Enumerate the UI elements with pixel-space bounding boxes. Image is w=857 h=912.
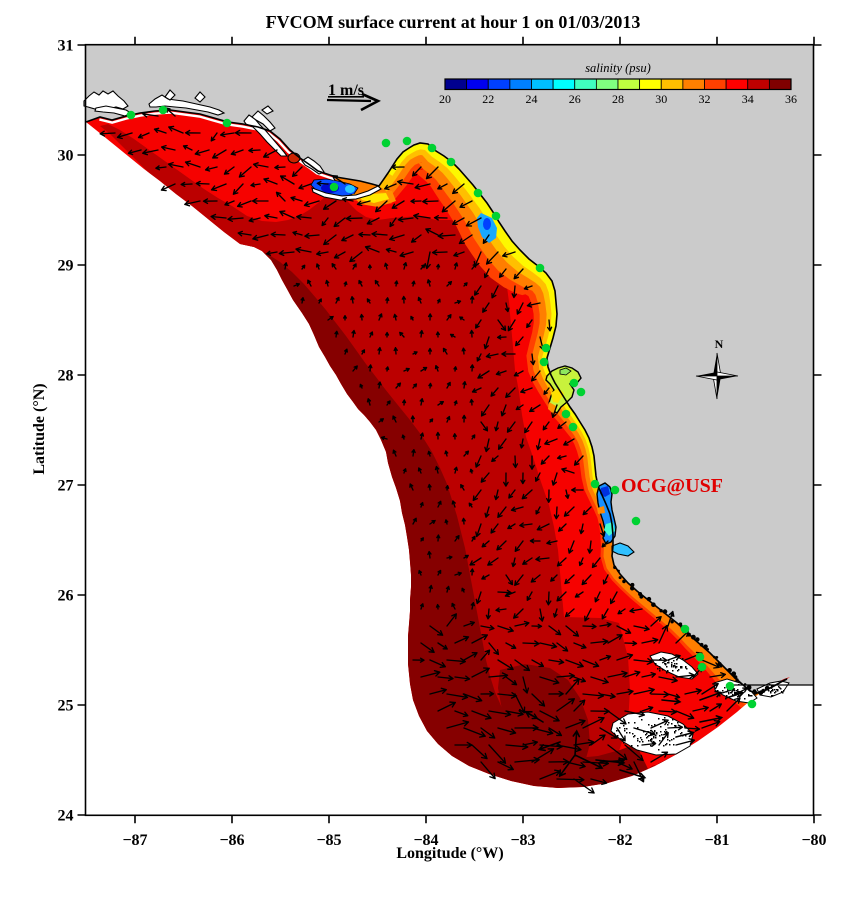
- svg-text:34: 34: [742, 92, 754, 106]
- svg-text:24: 24: [526, 92, 538, 106]
- svg-text:Longitude (°W): Longitude (°W): [396, 845, 503, 862]
- svg-text:N: N: [715, 337, 724, 351]
- svg-text:20: 20: [439, 92, 451, 106]
- svg-text:−87: −87: [122, 832, 147, 849]
- svg-text:22: 22: [482, 92, 494, 106]
- svg-text:29: 29: [58, 258, 74, 275]
- svg-text:−82: −82: [607, 832, 632, 849]
- svg-text:36: 36: [785, 92, 797, 106]
- svg-text:32: 32: [699, 92, 711, 106]
- svg-text:30: 30: [655, 92, 667, 106]
- svg-text:27: 27: [58, 478, 74, 495]
- svg-text:salinity (psu): salinity (psu): [585, 61, 651, 75]
- svg-text:−86: −86: [219, 832, 244, 849]
- svg-text:1 m/s: 1 m/s: [328, 82, 364, 99]
- svg-text:−80: −80: [801, 832, 826, 849]
- svg-text:31: 31: [58, 38, 74, 55]
- svg-text:Latitude (°N): Latitude (°N): [31, 383, 48, 474]
- svg-text:FVCOM surface current at hour: FVCOM surface current at hour 1 on 01/03…: [266, 12, 641, 32]
- svg-text:28: 28: [58, 368, 74, 385]
- svg-text:26: 26: [569, 92, 581, 106]
- svg-text:−81: −81: [704, 832, 729, 849]
- svg-text:28: 28: [612, 92, 624, 106]
- svg-text:−83: −83: [510, 832, 535, 849]
- svg-text:24: 24: [58, 808, 74, 825]
- svg-text:OCG@USF: OCG@USF: [621, 475, 723, 497]
- svg-text:30: 30: [58, 148, 74, 165]
- svg-text:−84: −84: [413, 832, 438, 849]
- svg-text:26: 26: [58, 588, 74, 605]
- svg-text:−85: −85: [316, 832, 341, 849]
- svg-text:25: 25: [58, 698, 74, 715]
